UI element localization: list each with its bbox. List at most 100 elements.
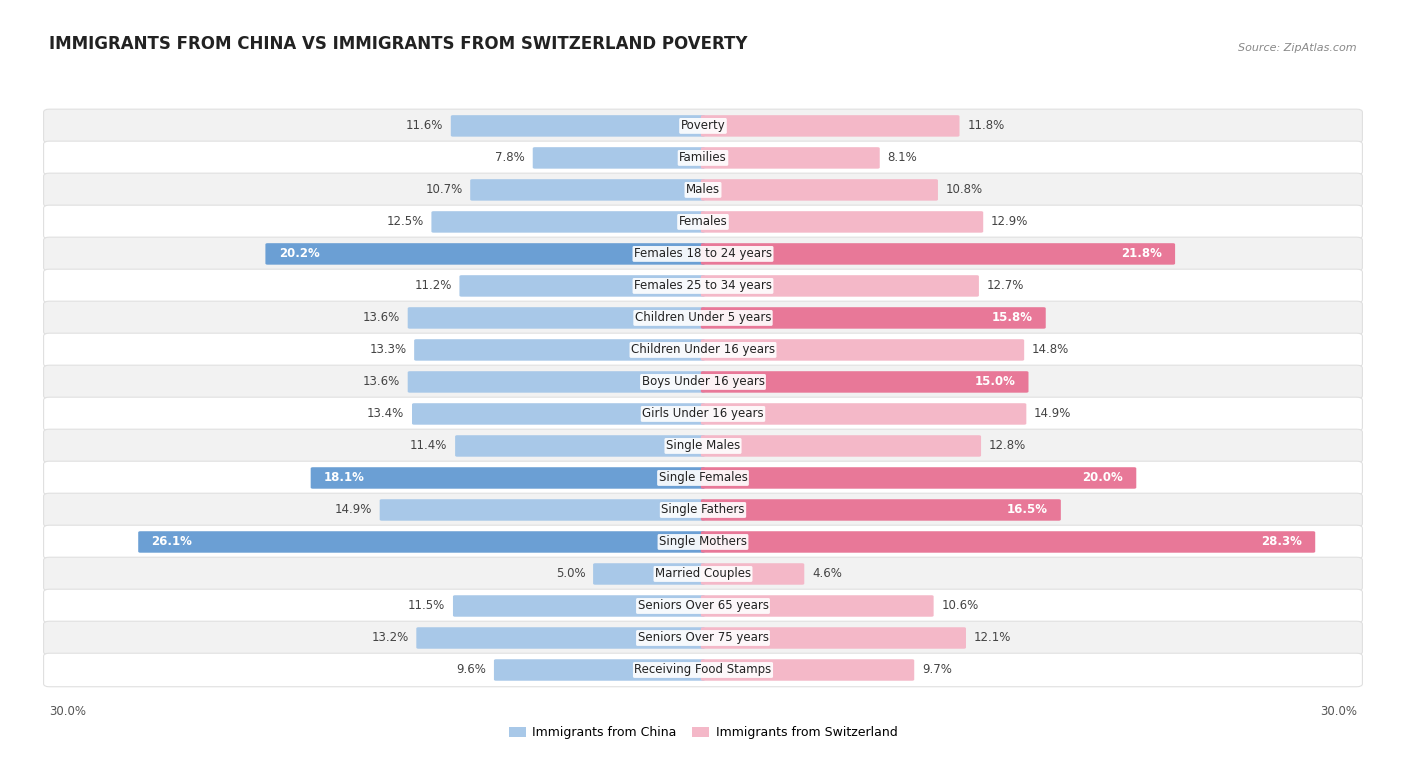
Text: 18.1%: 18.1%	[323, 471, 366, 484]
FancyBboxPatch shape	[533, 147, 706, 169]
FancyBboxPatch shape	[453, 595, 704, 617]
FancyBboxPatch shape	[44, 301, 1362, 335]
FancyBboxPatch shape	[408, 371, 704, 393]
Text: Poverty: Poverty	[681, 120, 725, 133]
FancyBboxPatch shape	[700, 659, 914, 681]
FancyBboxPatch shape	[44, 589, 1362, 623]
Text: IMMIGRANTS FROM CHINA VS IMMIGRANTS FROM SWITZERLAND POVERTY: IMMIGRANTS FROM CHINA VS IMMIGRANTS FROM…	[49, 35, 748, 53]
Text: Children Under 16 years: Children Under 16 years	[631, 343, 775, 356]
FancyBboxPatch shape	[700, 371, 1029, 393]
Text: Single Mothers: Single Mothers	[659, 535, 747, 549]
Text: Receiving Food Stamps: Receiving Food Stamps	[634, 663, 772, 676]
Text: 9.7%: 9.7%	[922, 663, 952, 676]
FancyBboxPatch shape	[416, 628, 706, 649]
FancyBboxPatch shape	[44, 525, 1362, 559]
FancyBboxPatch shape	[700, 595, 934, 617]
Text: 13.3%: 13.3%	[370, 343, 406, 356]
FancyBboxPatch shape	[44, 269, 1362, 302]
Text: 26.1%: 26.1%	[152, 535, 193, 549]
FancyBboxPatch shape	[44, 173, 1362, 207]
FancyBboxPatch shape	[311, 467, 706, 489]
FancyBboxPatch shape	[700, 307, 1046, 329]
FancyBboxPatch shape	[44, 622, 1362, 655]
Text: 5.0%: 5.0%	[555, 568, 585, 581]
FancyBboxPatch shape	[44, 557, 1362, 590]
Text: Single Males: Single Males	[666, 440, 740, 453]
FancyBboxPatch shape	[470, 179, 706, 201]
Text: Seniors Over 65 years: Seniors Over 65 years	[637, 600, 769, 612]
Text: 14.9%: 14.9%	[335, 503, 373, 516]
Legend: Immigrants from China, Immigrants from Switzerland: Immigrants from China, Immigrants from S…	[503, 721, 903, 744]
Text: 14.9%: 14.9%	[1033, 408, 1071, 421]
FancyBboxPatch shape	[44, 205, 1362, 239]
Text: 20.2%: 20.2%	[278, 247, 319, 261]
FancyBboxPatch shape	[700, 179, 938, 201]
FancyBboxPatch shape	[700, 340, 1024, 361]
FancyBboxPatch shape	[700, 211, 983, 233]
FancyBboxPatch shape	[44, 109, 1362, 143]
Text: Source: ZipAtlas.com: Source: ZipAtlas.com	[1239, 43, 1357, 53]
Text: 15.0%: 15.0%	[974, 375, 1015, 388]
FancyBboxPatch shape	[415, 340, 706, 361]
Text: 13.6%: 13.6%	[363, 312, 399, 324]
Text: 11.2%: 11.2%	[415, 280, 451, 293]
Text: 30.0%: 30.0%	[1320, 705, 1357, 718]
FancyBboxPatch shape	[266, 243, 706, 265]
FancyBboxPatch shape	[460, 275, 706, 296]
Text: Married Couples: Married Couples	[655, 568, 751, 581]
Text: Females 18 to 24 years: Females 18 to 24 years	[634, 247, 772, 261]
Text: 11.8%: 11.8%	[967, 120, 1004, 133]
Text: 7.8%: 7.8%	[495, 152, 524, 164]
Text: 12.8%: 12.8%	[988, 440, 1026, 453]
Text: 12.1%: 12.1%	[974, 631, 1011, 644]
Text: Girls Under 16 years: Girls Under 16 years	[643, 408, 763, 421]
FancyBboxPatch shape	[44, 334, 1362, 367]
FancyBboxPatch shape	[44, 237, 1362, 271]
FancyBboxPatch shape	[44, 461, 1362, 495]
Text: 30.0%: 30.0%	[49, 705, 86, 718]
Text: 11.4%: 11.4%	[411, 440, 447, 453]
Text: 11.6%: 11.6%	[406, 120, 443, 133]
Text: Children Under 5 years: Children Under 5 years	[634, 312, 772, 324]
FancyBboxPatch shape	[138, 531, 706, 553]
Text: Boys Under 16 years: Boys Under 16 years	[641, 375, 765, 388]
FancyBboxPatch shape	[44, 397, 1362, 431]
FancyBboxPatch shape	[700, 563, 804, 584]
FancyBboxPatch shape	[494, 659, 706, 681]
Text: 12.5%: 12.5%	[387, 215, 423, 228]
FancyBboxPatch shape	[408, 307, 704, 329]
Text: Families: Families	[679, 152, 727, 164]
FancyBboxPatch shape	[44, 653, 1362, 687]
Text: 11.5%: 11.5%	[408, 600, 446, 612]
Text: 9.6%: 9.6%	[457, 663, 486, 676]
Text: Females 25 to 34 years: Females 25 to 34 years	[634, 280, 772, 293]
FancyBboxPatch shape	[700, 275, 979, 296]
Text: 10.6%: 10.6%	[942, 600, 979, 612]
FancyBboxPatch shape	[456, 435, 706, 456]
FancyBboxPatch shape	[44, 429, 1362, 462]
FancyBboxPatch shape	[700, 500, 1062, 521]
Text: Females: Females	[679, 215, 727, 228]
FancyBboxPatch shape	[700, 243, 1175, 265]
FancyBboxPatch shape	[700, 403, 1026, 424]
FancyBboxPatch shape	[432, 211, 706, 233]
Text: Single Females: Single Females	[658, 471, 748, 484]
FancyBboxPatch shape	[700, 628, 966, 649]
Text: 13.4%: 13.4%	[367, 408, 405, 421]
FancyBboxPatch shape	[412, 403, 704, 424]
FancyBboxPatch shape	[700, 467, 1136, 489]
FancyBboxPatch shape	[700, 147, 880, 169]
Text: Males: Males	[686, 183, 720, 196]
Text: 20.0%: 20.0%	[1083, 471, 1123, 484]
FancyBboxPatch shape	[44, 365, 1362, 399]
Text: 28.3%: 28.3%	[1261, 535, 1302, 549]
Text: 12.9%: 12.9%	[991, 215, 1028, 228]
FancyBboxPatch shape	[44, 141, 1362, 174]
Text: 14.8%: 14.8%	[1032, 343, 1069, 356]
Text: 16.5%: 16.5%	[1007, 503, 1047, 516]
FancyBboxPatch shape	[700, 115, 959, 136]
Text: 12.7%: 12.7%	[987, 280, 1024, 293]
FancyBboxPatch shape	[700, 435, 981, 456]
Text: 10.8%: 10.8%	[946, 183, 983, 196]
Text: 10.7%: 10.7%	[425, 183, 463, 196]
